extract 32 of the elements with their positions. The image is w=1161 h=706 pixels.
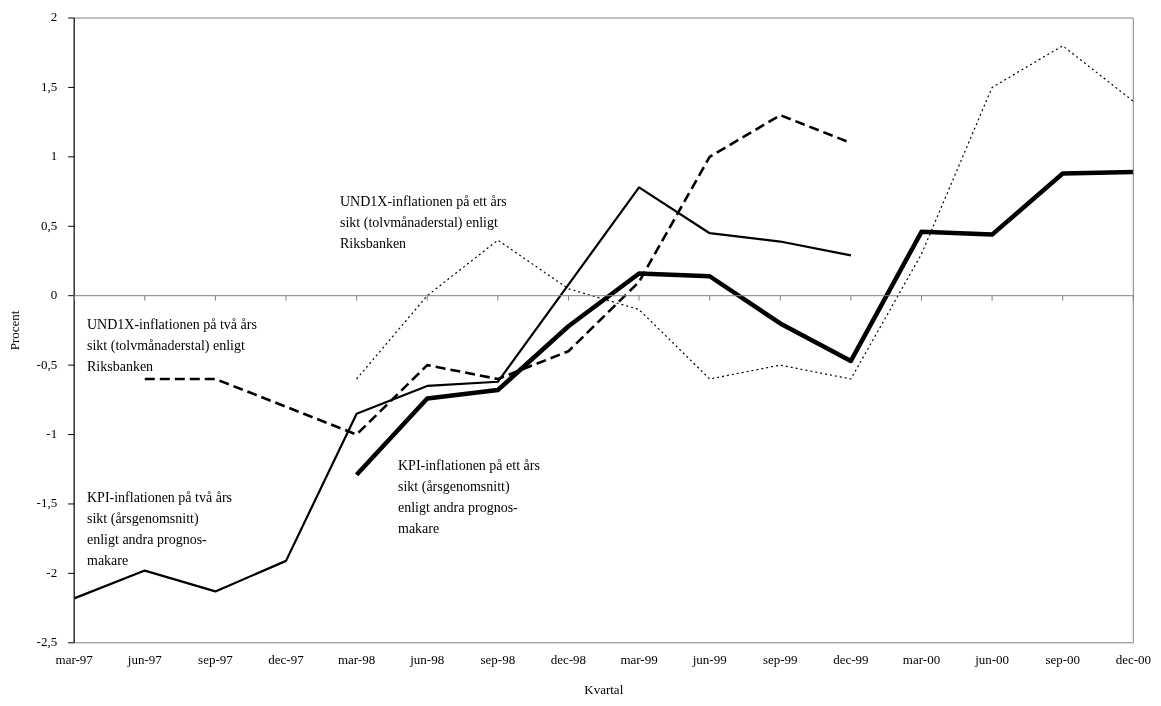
y-tick-label: -1 — [46, 425, 58, 441]
annotation: KPI-inflationen på ett års sikt (årsgenomsnitt) enligt andra prognos- makare — [398, 457, 540, 536]
x-tick-label: dec-99 — [833, 652, 869, 668]
annotation: UND1X-inflationen på ett års sikt (tolvmånaderstal) enligt Riksbanken — [340, 193, 507, 251]
x-tick-label: sep-99 — [762, 652, 798, 668]
y-tick-label: 0 — [50, 287, 58, 303]
y-tick-label: -2 — [46, 564, 58, 580]
x-tick-label: mar-00 — [902, 652, 941, 668]
x-tick-label: sep-00 — [1045, 652, 1081, 668]
x-tick-label: jun-00 — [974, 652, 1010, 668]
x-tick-label: dec-97 — [268, 652, 305, 668]
y-tick-label: 0,5 — [40, 217, 58, 233]
x-tick-label: dec-00 — [1115, 652, 1151, 668]
x-tick-label: mar-97 — [55, 652, 94, 668]
x-tick-label: sep-97 — [198, 652, 234, 668]
y-axis-title: Procent — [7, 310, 23, 351]
x-tick-label: sep-98 — [480, 652, 516, 668]
y-tick-label: 1 — [50, 148, 58, 164]
y-tick-label: -2,5 — [36, 634, 58, 650]
annotation: UND1X-inflationen på två års sikt (tolvmånaderstal) enligt Riksbanken — [87, 316, 257, 374]
y-tick-label: -1,5 — [36, 495, 58, 511]
x-tick-label: jun-98 — [409, 652, 445, 668]
y-tick-label: 2 — [50, 9, 58, 25]
y-tick-label: -0,5 — [36, 356, 58, 372]
annotation: KPI-inflationen på två års sikt (årsgenomsnitt) enligt andra prognos- makare — [87, 489, 233, 568]
x-tick-label: jun-99 — [691, 652, 727, 668]
y-tick-label: 1,5 — [40, 78, 58, 94]
x-tick-label: mar-98 — [337, 652, 376, 668]
x-tick-label: mar-99 — [620, 652, 658, 668]
x-axis-title: Kvartal — [584, 681, 624, 697]
x-tick-label: dec-98 — [550, 652, 587, 668]
x-tick-label: jun-97 — [126, 652, 163, 668]
